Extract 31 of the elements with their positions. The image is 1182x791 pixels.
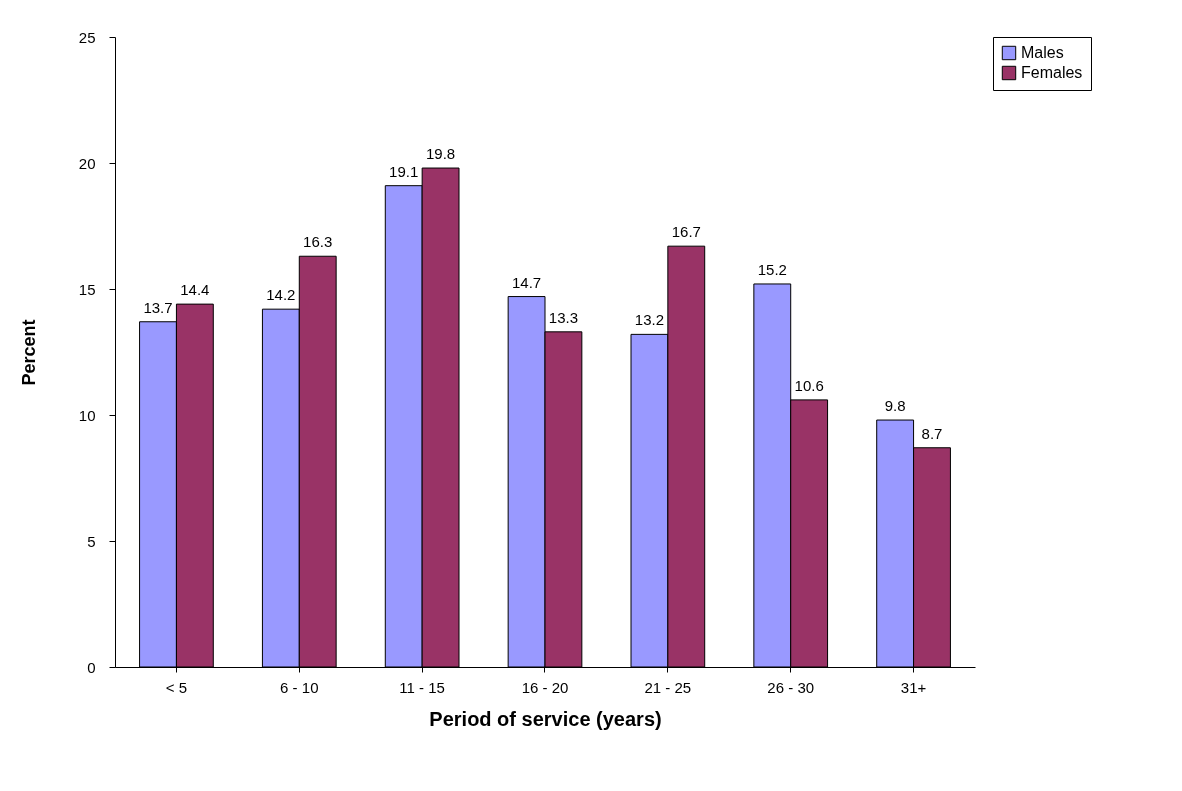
x-tick-label: 21 - 25 <box>644 678 692 696</box>
legend-label: Males <box>1021 44 1064 61</box>
y-tick-label: 10 <box>78 406 96 424</box>
x-axis-title: Period of service (years) <box>429 707 662 730</box>
x-tick-label: < 5 <box>165 678 188 696</box>
y-tick-label: 5 <box>87 532 96 550</box>
data-label: 13.2 <box>634 311 665 329</box>
data-label: 10.6 <box>794 376 824 394</box>
x-tick-label: 16 - 20 <box>521 678 569 696</box>
data-label: 9.8 <box>884 397 906 415</box>
x-tick-label: 31+ <box>900 678 927 696</box>
y-tick-label: 25 <box>78 28 96 46</box>
data-label: 19.8 <box>425 145 456 163</box>
y-tick-label: 0 <box>87 658 96 676</box>
data-label: 14.2 <box>266 286 296 304</box>
data-label: 16.3 <box>303 233 333 251</box>
data-label: 19.1 <box>389 162 419 180</box>
data-label: 16.7 <box>671 223 701 241</box>
data-label: 8.7 <box>921 424 943 442</box>
y-axis-title: Percent <box>18 319 39 386</box>
y-tick-label: 15 <box>78 280 96 298</box>
data-label: 14.4 <box>180 281 210 299</box>
x-tick-label: 26 - 30 <box>767 678 815 696</box>
legend-label: Females <box>1021 64 1083 81</box>
data-label: 13.7 <box>143 298 173 316</box>
data-label: 14.7 <box>511 273 542 291</box>
data-label: 15.2 <box>757 260 787 278</box>
data-label: 13.3 <box>548 308 579 326</box>
x-tick-label: 11 - 15 <box>399 678 445 696</box>
y-tick-label: 20 <box>78 154 96 172</box>
x-tick-label: 6 - 10 <box>280 678 319 696</box>
